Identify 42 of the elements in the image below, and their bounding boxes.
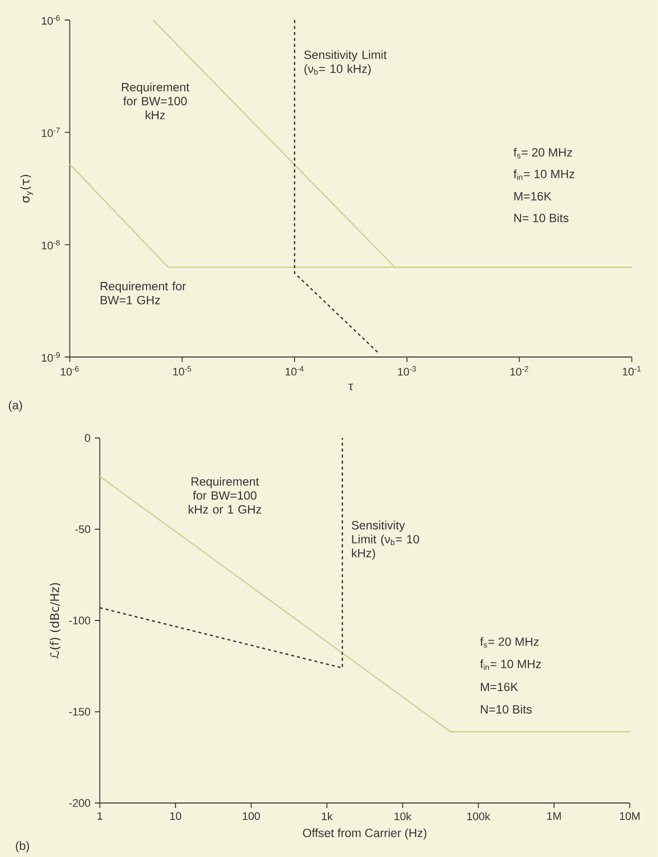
y-axis-title: σ$_{y}$(τ) — [20, 174, 34, 203]
x-axis-title: Offset from Carrier (Hz) — [303, 828, 426, 840]
text: (a) — [8, 400, 22, 412]
x-tick-label: 10$^{-3}$ — [398, 366, 416, 376]
x-tick-label: 10$^{-2}$ — [510, 366, 528, 376]
x-tick-label: 1k — [322, 812, 333, 820]
y-tick-label: -50 — [75, 525, 90, 534]
annotation: f$_{in}$= 10 MHz — [514, 169, 574, 180]
x-tick-label: 10M — [620, 812, 640, 820]
x-tick-label: 10$^{-4}$ — [286, 366, 304, 376]
annotation: f$_{in}$= 10 MHz — [480, 659, 541, 670]
y-tick-label: -200 — [69, 799, 90, 807]
x-tick-label: 100 — [242, 812, 260, 820]
annotation: M=16K — [514, 192, 552, 200]
x-tick-label: 10$^{-5}$ — [173, 366, 192, 376]
y-tick-label: 10$^{-7}$ — [42, 128, 60, 138]
annotation: Requirement for BW=100 kHz or 1 GHz — [188, 476, 262, 514]
x-tick-label: 1 — [98, 812, 102, 820]
annotation: Requirement for BW=100 kHz — [122, 82, 190, 120]
text: Sensitivity Limit (ν$_{b}$= 10 kHz) — [352, 520, 420, 560]
x-tick-label: 10$^{-6}$ — [60, 366, 79, 376]
x-tick-label: 100k — [467, 812, 490, 820]
annotation: f$_{s}$= 20 MHz — [514, 148, 572, 158]
y-tick-label: -150 — [69, 708, 90, 716]
y-axis-title: ℒ(f) (dBc/Hz) — [50, 583, 61, 659]
x-tick-label: 1M — [547, 812, 561, 820]
annotation: Sensitivity Limit (ν$_{b}$= 10 kHz) — [304, 50, 387, 76]
annotation: Requirement for BW=1 GHz — [100, 282, 186, 304]
y-tick-label: 0 — [85, 434, 90, 442]
x-tick-label: 10$^{-1}$ — [622, 366, 641, 376]
y-tick-label: 10$^{-9}$ — [42, 352, 60, 362]
x-axis-title: τ — [348, 384, 354, 390]
annotation: N=10 Bits — [481, 704, 532, 714]
y-tick-label: -100 — [69, 616, 90, 624]
y-tick-label: 10$^{-6}$ — [42, 15, 60, 25]
annotation: M=16K — [481, 682, 518, 692]
annotation: N= 10 Bits — [514, 213, 569, 222]
y-tick-label: 10$^{-8}$ — [42, 240, 60, 250]
x-tick-label: 10 — [170, 812, 182, 820]
x-tick-label: 10k — [394, 812, 412, 820]
text: (b) — [16, 841, 30, 852]
annotation: f$_{s}$= 20 MHz — [480, 637, 539, 648]
